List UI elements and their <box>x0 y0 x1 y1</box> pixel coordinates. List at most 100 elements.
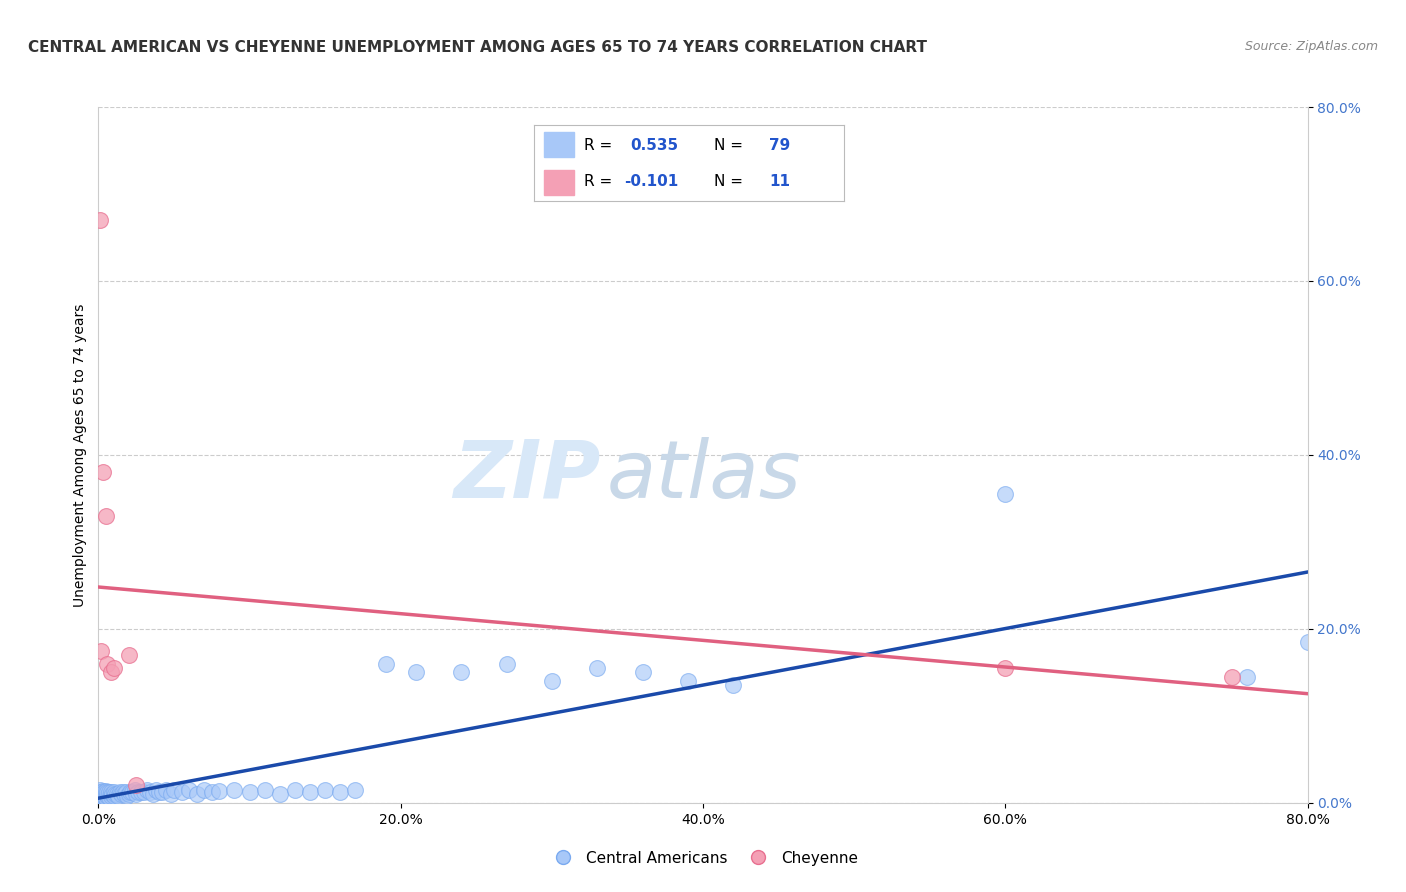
Point <box>1236 670 1258 684</box>
Point <box>540 674 562 689</box>
Point <box>329 785 352 799</box>
Point <box>90 643 112 657</box>
Point <box>98 789 121 804</box>
Point <box>100 789 122 803</box>
Point <box>90 789 112 803</box>
Point <box>495 657 517 671</box>
Point <box>163 782 186 797</box>
Point <box>118 648 141 662</box>
Point <box>89 213 111 227</box>
Point <box>103 661 125 675</box>
Point <box>90 787 112 801</box>
Point <box>253 782 276 797</box>
Point <box>112 787 135 801</box>
Text: 79: 79 <box>769 138 790 153</box>
Point <box>114 785 136 799</box>
Text: N =: N = <box>714 174 748 189</box>
Point <box>94 784 117 798</box>
Point <box>107 789 129 803</box>
Point <box>142 787 165 801</box>
Point <box>100 665 122 680</box>
Point <box>284 782 307 797</box>
Point <box>93 789 115 803</box>
Point <box>111 785 134 799</box>
Point <box>100 785 122 799</box>
Point <box>94 508 117 523</box>
Point <box>103 789 125 803</box>
Text: R =: R = <box>583 138 617 153</box>
Point <box>179 782 201 797</box>
Point <box>631 665 654 680</box>
Text: 0.535: 0.535 <box>630 138 678 153</box>
Point <box>91 787 114 801</box>
Point <box>139 785 162 799</box>
Point <box>586 661 609 675</box>
Point <box>94 791 117 805</box>
Point <box>125 787 148 801</box>
Text: 11: 11 <box>769 174 790 189</box>
Point <box>91 784 114 798</box>
Point <box>145 782 167 797</box>
Point <box>186 787 208 801</box>
Point <box>90 791 112 805</box>
Point <box>723 678 745 692</box>
Point <box>150 785 173 799</box>
Point <box>121 785 143 799</box>
Point <box>125 778 148 793</box>
Point <box>170 785 193 799</box>
Point <box>1296 635 1319 649</box>
Point <box>120 785 142 799</box>
Point <box>93 785 115 799</box>
Point <box>405 665 427 680</box>
Point <box>98 785 121 799</box>
Point <box>132 785 155 799</box>
Point <box>115 789 138 803</box>
Point <box>314 782 336 797</box>
Text: N =: N = <box>714 138 748 153</box>
Text: CENTRAL AMERICAN VS CHEYENNE UNEMPLOYMENT AMONG AGES 65 TO 74 YEARS CORRELATION : CENTRAL AMERICAN VS CHEYENNE UNEMPLOYMEN… <box>28 40 927 55</box>
Point <box>299 785 322 799</box>
Point <box>374 657 396 671</box>
Point <box>224 782 246 797</box>
Point <box>90 785 112 799</box>
Text: -0.101: -0.101 <box>624 174 678 189</box>
Text: R =: R = <box>583 174 617 189</box>
Point <box>89 791 111 805</box>
Point <box>91 789 114 803</box>
Point <box>104 787 127 801</box>
Point <box>676 674 699 689</box>
Point <box>148 785 170 799</box>
Point <box>269 787 291 801</box>
Point <box>96 789 118 803</box>
Point <box>450 665 472 680</box>
FancyBboxPatch shape <box>544 132 575 158</box>
Point <box>344 782 367 797</box>
Legend: Central Americans, Cheyenne: Central Americans, Cheyenne <box>541 845 865 871</box>
Point <box>89 789 111 803</box>
Point <box>127 785 149 799</box>
Point <box>101 787 124 801</box>
Point <box>89 782 111 797</box>
Point <box>193 782 215 797</box>
Y-axis label: Unemployment Among Ages 65 to 74 years: Unemployment Among Ages 65 to 74 years <box>73 303 87 607</box>
Point <box>96 785 118 799</box>
Point <box>1220 670 1243 684</box>
Text: Source: ZipAtlas.com: Source: ZipAtlas.com <box>1244 40 1378 54</box>
Point <box>160 787 183 801</box>
Point <box>96 657 118 671</box>
Point <box>155 782 177 797</box>
Point <box>118 787 141 801</box>
Point <box>239 785 262 799</box>
Point <box>89 785 111 799</box>
Point <box>108 785 131 799</box>
Point <box>91 466 114 480</box>
Point <box>201 785 224 799</box>
Point <box>208 784 231 798</box>
Point <box>105 787 128 801</box>
Point <box>103 785 125 799</box>
Point <box>135 782 157 797</box>
Point <box>994 487 1017 501</box>
FancyBboxPatch shape <box>544 169 575 194</box>
Point <box>124 782 146 797</box>
Point <box>129 785 152 799</box>
